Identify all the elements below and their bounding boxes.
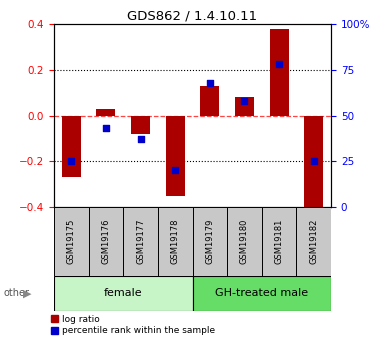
Bar <box>54 276 192 310</box>
Point <box>103 126 109 131</box>
Text: GSM19181: GSM19181 <box>275 219 284 264</box>
Point <box>172 168 178 173</box>
Text: GSM19176: GSM19176 <box>101 219 110 264</box>
Bar <box>235 97 254 116</box>
Point <box>311 159 317 164</box>
Bar <box>270 29 289 116</box>
Point <box>207 80 213 86</box>
Bar <box>192 207 227 276</box>
Legend: log ratio, percentile rank within the sample: log ratio, percentile rank within the sa… <box>51 315 215 335</box>
Text: female: female <box>104 288 142 298</box>
Text: GSM19177: GSM19177 <box>136 219 145 264</box>
Bar <box>304 116 323 218</box>
Bar <box>62 116 81 177</box>
Bar <box>131 116 150 134</box>
Bar <box>123 207 158 276</box>
Bar <box>96 109 116 116</box>
Bar <box>158 207 192 276</box>
Text: GH-treated male: GH-treated male <box>215 288 308 298</box>
Text: GSM19178: GSM19178 <box>171 219 180 264</box>
Text: GSM19175: GSM19175 <box>67 219 76 264</box>
Title: GDS862 / 1.4.10.11: GDS862 / 1.4.10.11 <box>127 10 258 23</box>
Point <box>241 98 248 104</box>
Text: GSM19180: GSM19180 <box>240 219 249 264</box>
Bar <box>89 207 123 276</box>
Bar <box>227 207 262 276</box>
Text: GSM19182: GSM19182 <box>309 219 318 264</box>
Bar <box>54 207 89 276</box>
Bar <box>262 207 296 276</box>
Point <box>137 137 144 142</box>
Bar <box>296 207 331 276</box>
Bar <box>166 116 185 196</box>
Text: GSM19179: GSM19179 <box>205 219 214 264</box>
Point <box>276 62 282 67</box>
Bar <box>192 276 331 310</box>
Text: ▶: ▶ <box>23 288 32 298</box>
Bar <box>200 86 219 116</box>
Text: other: other <box>4 288 30 298</box>
Point <box>68 159 74 164</box>
